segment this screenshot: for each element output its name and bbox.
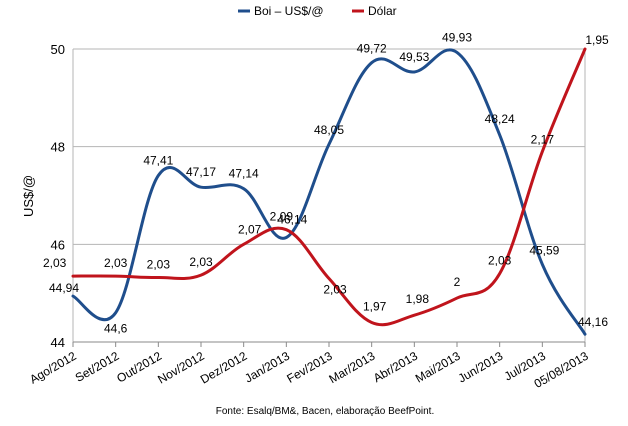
- data-label-boi: 44,94: [49, 281, 79, 295]
- x-tick-label: Nov/2012: [155, 349, 207, 387]
- x-tick-label: Jan/2013: [242, 349, 292, 386]
- source-note: Fonte: Esalq/BM&, Bacen, elaboração Beef…: [216, 406, 434, 417]
- data-label-dolar: 2,09: [270, 210, 294, 224]
- x-tick-label: Jun/2013: [456, 349, 506, 386]
- data-label-boi: 48,24: [485, 112, 515, 126]
- data-label-dolar: 2,03: [189, 255, 213, 269]
- series-line-dolar: [71, 47, 587, 327]
- data-label-boi: 44,16: [578, 315, 608, 329]
- y-tick-label: 48: [51, 140, 65, 155]
- data-label-dolar: 1,97: [363, 299, 387, 313]
- series-group: [71, 47, 587, 336]
- data-label-boi: 46,14: [277, 212, 307, 226]
- x-tick-label: Out/2012: [114, 349, 164, 386]
- data-label-boi: 44,6: [104, 322, 128, 336]
- data-labels: 44,94 44,6 47,41 47,17 47,14 46,14 48,05 49,72 4…: [43, 30, 609, 335]
- data-label-boi: 48,05: [314, 123, 344, 137]
- x-tick-label: Mar/2013: [326, 349, 377, 387]
- x-axis: Ago/2012Set/2012Out/2012Nov/2012Dez/2012…: [27, 341, 591, 391]
- legend: Boi – US$/@ Dólar: [238, 4, 397, 18]
- data-label-dolar: 1,95: [585, 33, 609, 47]
- x-tick-label: Fev/2013: [284, 349, 335, 386]
- series-line-boi: [71, 48, 587, 336]
- data-label-dolar: 2,07: [238, 222, 262, 236]
- data-label-boi: 49,53: [399, 50, 429, 64]
- x-tick-label: Mai/2013: [413, 349, 463, 386]
- x-tick-label: Dez/2012: [198, 349, 250, 387]
- data-label-dolar: 2,03: [147, 258, 171, 272]
- data-label-dolar: 2: [454, 275, 461, 289]
- y-axis-title: US$/@: [21, 175, 36, 217]
- data-label-dolar: 2,03: [104, 256, 128, 270]
- data-label-dolar: 1,98: [406, 292, 430, 306]
- x-tick-label: Ago/2012: [27, 349, 79, 387]
- data-label-dolar: 2,03: [43, 256, 67, 270]
- data-label-boi: 49,93: [442, 30, 472, 44]
- y-axis: 44 46 48 50: [51, 42, 65, 350]
- y-tick-label: 44: [51, 335, 65, 350]
- x-tick-label: Abr/2013: [371, 349, 420, 386]
- x-tick-label: Set/2012: [73, 349, 122, 385]
- data-label-boi: 49,72: [357, 42, 387, 56]
- data-label-boi: 47,17: [186, 165, 216, 179]
- data-label-boi: 47,41: [143, 153, 173, 167]
- y-tick-label: 50: [51, 42, 65, 57]
- data-label-dolar: 2,03: [488, 254, 512, 268]
- data-label-boi: 47,14: [229, 167, 259, 181]
- data-label-dolar: 2,17: [531, 133, 555, 147]
- legend-label-dolar: Dólar: [368, 4, 397, 18]
- data-label-boi: 45,59: [529, 243, 559, 257]
- legend-label-boi: Boi – US$/@: [254, 4, 324, 18]
- y-tick-label: 46: [51, 237, 65, 252]
- data-label-dolar: 2,03: [323, 283, 347, 297]
